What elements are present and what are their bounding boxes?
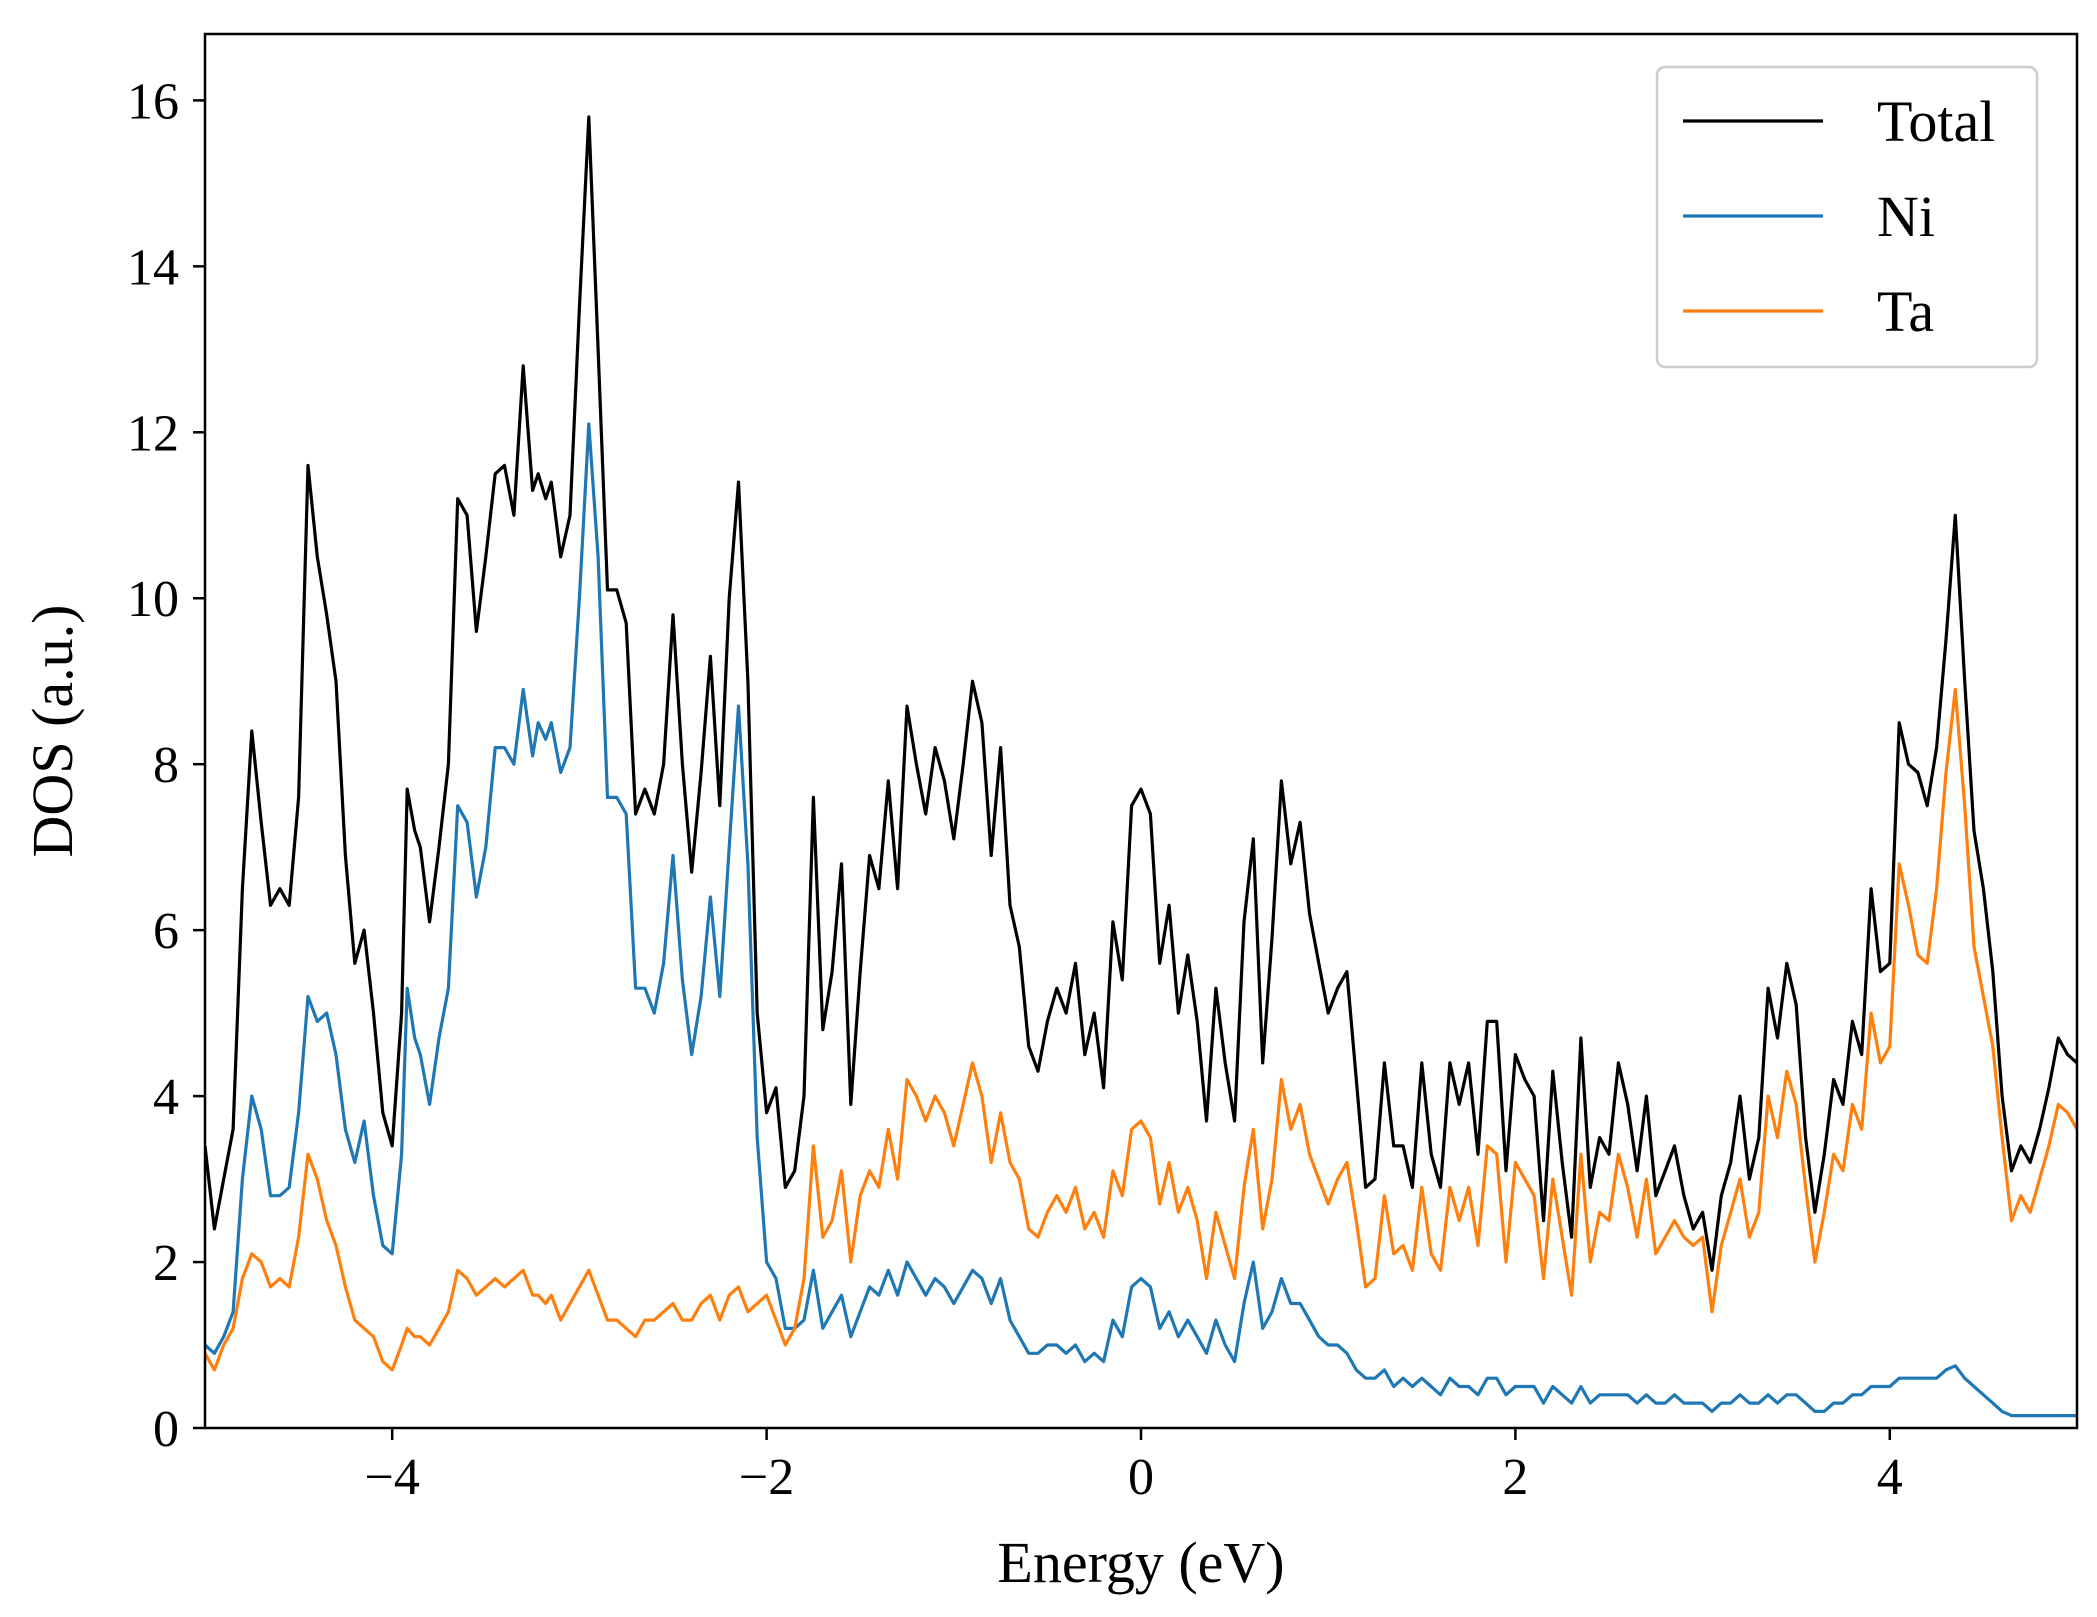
y-tick-label: 12 [127,405,179,462]
series-line-ta [205,687,2077,1372]
x-tick-label: −4 [365,1449,420,1506]
series-line-ni [205,422,2077,1418]
y-tick-label: 14 [127,239,179,296]
x-axis-label: Energy (eV) [997,1530,1284,1595]
series-line-total [205,115,2077,1272]
x-tick-label: 4 [1877,1449,1903,1506]
y-tick-label: 6 [153,903,179,960]
legend-label-ta: Ta [1877,279,1934,344]
y-tick-label: 2 [153,1235,179,1292]
y-tick-label: 0 [153,1401,179,1458]
y-tick-label: 10 [127,571,179,628]
legend: Total Ni Ta [1655,65,2039,369]
y-tick-label: 4 [153,1069,179,1126]
x-axis: −4 −2 0 2 4 [365,1428,1903,1506]
x-tick-label: 0 [1128,1449,1154,1506]
series-layer [205,115,2077,1418]
legend-label-total: Total [1877,89,1995,154]
y-axis-label: DOS (a.u.) [20,605,85,858]
x-tick-label: 2 [1502,1449,1528,1506]
legend-label-ni: Ni [1877,184,1935,249]
x-tick-label: −2 [739,1449,794,1506]
legend-box [1655,65,2039,369]
y-axis: 0 2 4 6 8 10 12 14 16 [127,73,205,1458]
y-tick-label: 8 [153,737,179,794]
y-tick-label: 16 [127,73,179,130]
